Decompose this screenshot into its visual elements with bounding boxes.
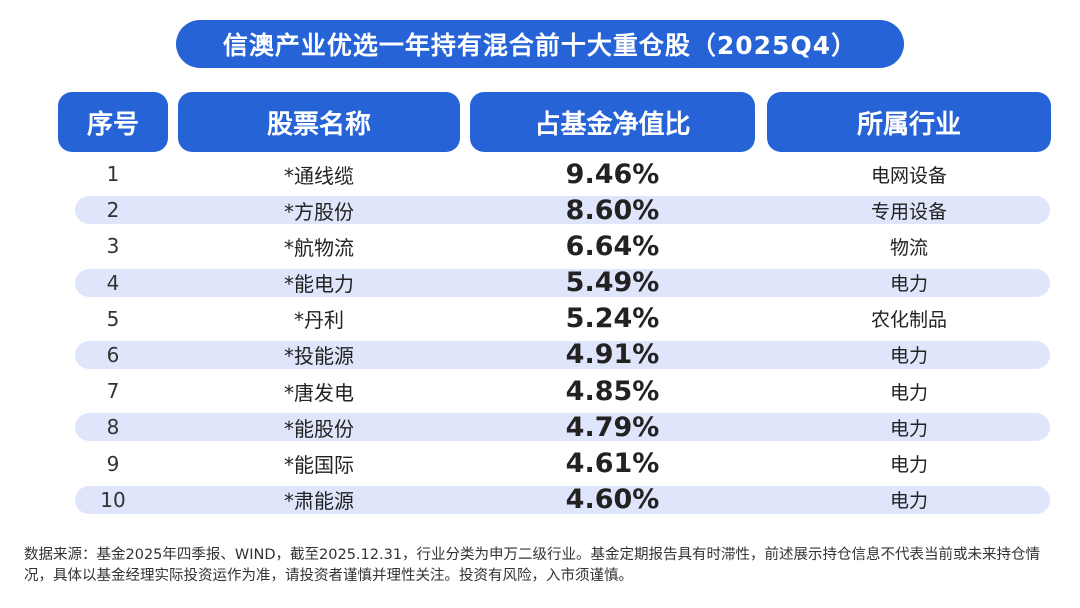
table-row: 4 *能电力 5.49% 电力 xyxy=(0,265,1080,301)
cell-ratio: 4.91% xyxy=(565,339,660,371)
header-name: 股票名称 xyxy=(178,92,460,152)
cell-seq: 6 xyxy=(106,342,120,367)
table-row: 5 *丹利 5.24% 农化制品 xyxy=(0,301,1080,337)
cell-ratio: 4.85% xyxy=(565,375,660,407)
cell-seq: 5 xyxy=(106,306,120,331)
cell-seq: 7 xyxy=(106,379,120,404)
cell-name: *通线缆 xyxy=(284,163,354,188)
cell-industry: 电力 xyxy=(889,417,928,440)
cell-seq: 9 xyxy=(106,451,120,476)
cell-ratio: 6.64% xyxy=(565,230,660,262)
cell-ratio: 9.46% xyxy=(565,158,660,190)
cell-seq: 4 xyxy=(106,270,120,295)
cell-name: *投能源 xyxy=(284,344,354,369)
cell-industry: 电力 xyxy=(889,490,928,513)
cell-industry: 电力 xyxy=(889,273,928,296)
cell-ratio: 4.61% xyxy=(565,448,660,479)
cell-industry: 电力 xyxy=(889,381,928,404)
cell-industry: 电网设备 xyxy=(870,164,947,187)
cell-industry: 专用设备 xyxy=(870,200,947,223)
cell-industry: 农化制品 xyxy=(870,309,947,332)
header-seq: 序号 xyxy=(58,92,168,152)
holdings-table: 1 *通线缆 9.46% 电网设备 2 *方股份 8.60% 专用设备 3 *航… xyxy=(0,156,1080,518)
cell-name: *航物流 xyxy=(284,235,354,260)
cell-industry: 物流 xyxy=(889,236,928,259)
table-row: 10 *肃能源 4.60% 电力 xyxy=(0,482,1080,518)
table-header: 序号 股票名称 占基金净值比 所属行业 xyxy=(0,92,1080,152)
cell-name: *丹利 xyxy=(294,308,344,333)
cell-ratio: 4.60% xyxy=(565,484,660,516)
header-ratio: 占基金净值比 xyxy=(470,92,755,152)
cell-ratio: 8.60% xyxy=(565,194,660,226)
data-source-footnote: 数据来源：基金2025年四季报、WIND，截至2025.12.31，行业分类为申… xyxy=(24,547,1041,584)
cell-seq: 10 xyxy=(100,487,126,512)
cell-name: *唐发电 xyxy=(284,380,354,405)
header-industry: 所属行业 xyxy=(767,92,1051,152)
cell-name: *方股份 xyxy=(284,199,354,224)
cell-name: *能国际 xyxy=(284,453,354,477)
table-row: 1 *通线缆 9.46% 电网设备 xyxy=(0,156,1080,192)
cell-name: *肃能源 xyxy=(284,489,354,514)
table-row: 7 *唐发电 4.85% 电力 xyxy=(0,373,1080,409)
cell-seq: 8 xyxy=(106,415,120,440)
cell-seq: 2 xyxy=(106,198,120,223)
cell-seq: 1 xyxy=(106,162,120,186)
table-row: 8 *能股份 4.79% 电力 xyxy=(0,409,1080,445)
cell-name: *能股份 xyxy=(284,416,354,441)
cell-name: *能电力 xyxy=(284,272,354,297)
table-row: 6 *投能源 4.91% 电力 xyxy=(0,337,1080,373)
table-row: 2 *方股份 8.60% 专用设备 xyxy=(0,192,1080,228)
cell-ratio: 5.49% xyxy=(565,267,660,299)
table-row: 3 *航物流 6.64% 物流 xyxy=(0,228,1080,264)
table-row: 9 *能国际 4.61% 电力 xyxy=(0,446,1080,482)
cell-ratio: 5.24% xyxy=(565,303,660,335)
cell-ratio: 4.79% xyxy=(565,411,660,443)
cell-industry: 电力 xyxy=(889,454,928,476)
page-title: 信澳产业优选一年持有混合前十大重仓股（2025Q4） xyxy=(176,20,904,68)
cell-seq: 3 xyxy=(106,234,120,259)
cell-industry: 电力 xyxy=(889,345,928,368)
